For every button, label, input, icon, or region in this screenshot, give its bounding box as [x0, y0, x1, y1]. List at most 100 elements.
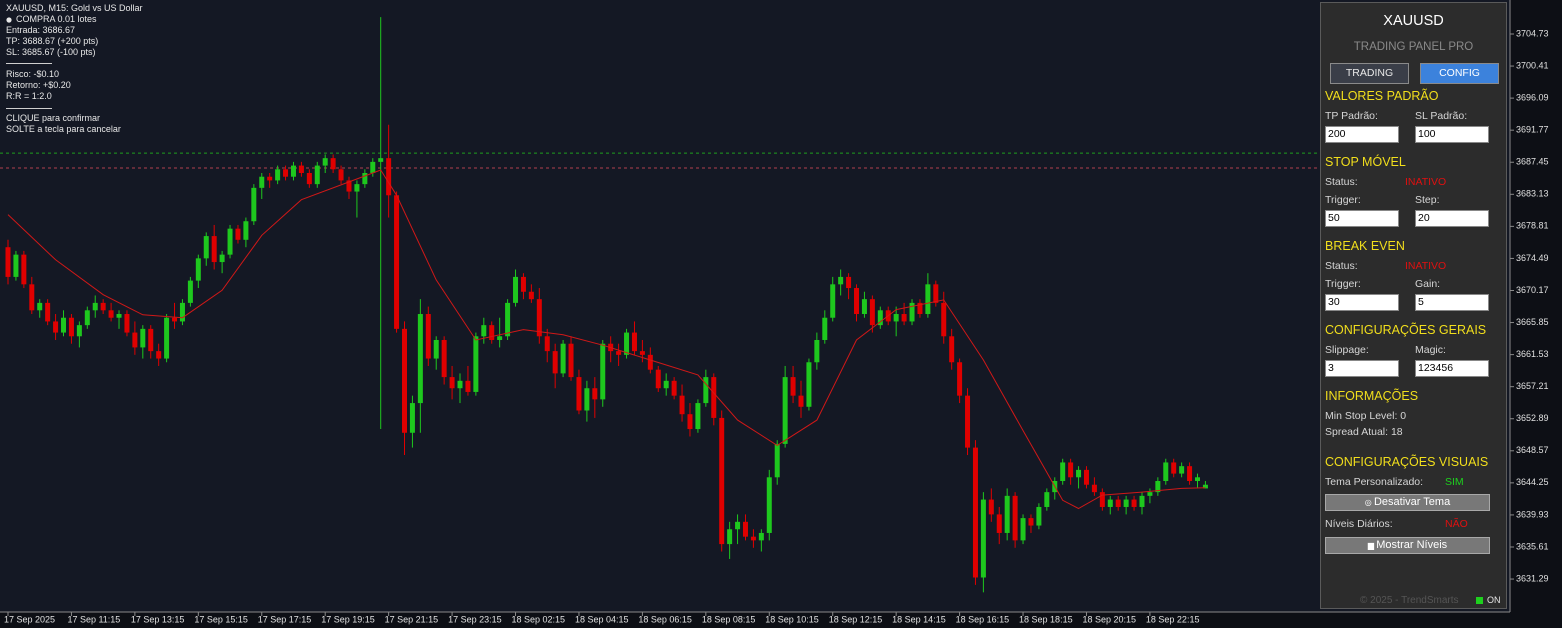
- candle-body: [346, 180, 352, 192]
- input[interactable]: 3: [1325, 360, 1399, 377]
- candle-body: [219, 254, 225, 263]
- candle-body: [227, 228, 233, 255]
- candle-body: [782, 377, 788, 444]
- candle-body: [473, 336, 479, 392]
- candle-body: [283, 169, 289, 177]
- candle-body: [481, 325, 487, 337]
- field-label: Tema Personalizado:: [1325, 476, 1424, 488]
- candle-body: [314, 165, 320, 185]
- section-heading: BREAK EVEN: [1325, 239, 1405, 253]
- input[interactable]: 200: [1325, 126, 1399, 143]
- candle-body: [687, 414, 693, 430]
- candle-body: [505, 302, 511, 337]
- info-line: Spread Atual: 18: [1325, 426, 1403, 438]
- status-value: INATIVO: [1405, 176, 1447, 188]
- candle-body: [925, 284, 931, 315]
- candle-body: [290, 165, 296, 177]
- candle-body: [877, 310, 883, 326]
- section-heading: INFORMAÇÕES: [1325, 389, 1419, 403]
- y-tick-label: 3700.41: [1516, 60, 1549, 70]
- candle-body: [378, 158, 384, 162]
- candle-body: [211, 236, 217, 263]
- time-axis: [0, 612, 1510, 628]
- button-label: Desativar Tema: [1373, 496, 1451, 508]
- candle-body: [330, 158, 336, 170]
- input[interactable]: 100: [1415, 126, 1489, 143]
- candle-body: [1155, 481, 1161, 493]
- separator: [6, 63, 52, 64]
- candle-body: [822, 317, 828, 340]
- panel-title: XAUUSD: [1383, 13, 1444, 29]
- candle-body: [703, 377, 709, 404]
- candle-body: [647, 354, 653, 370]
- field-label: Magic:: [1415, 344, 1446, 356]
- candle-body: [116, 314, 122, 318]
- candle-body: [949, 336, 955, 363]
- candle-body: [1076, 469, 1082, 478]
- candle-body: [1004, 495, 1010, 533]
- input[interactable]: 5: [1415, 294, 1489, 311]
- status-value: NÃO: [1445, 518, 1468, 530]
- x-tick-label: 18 Sep 08:15: [702, 614, 756, 624]
- status-value: INATIVO: [1405, 260, 1447, 272]
- candle-body: [489, 325, 495, 340]
- input[interactable]: 123456: [1415, 360, 1489, 377]
- candle-body: [148, 328, 154, 352]
- input[interactable]: 50: [1325, 210, 1399, 227]
- section-heading: CONFIGURAÇÕES GERAIS: [1325, 323, 1487, 337]
- candle-body: [520, 276, 526, 292]
- input[interactable]: 30: [1325, 294, 1399, 311]
- candle-body: [980, 499, 986, 578]
- tab[interactable]: CONFIG: [1420, 63, 1499, 84]
- candle-body: [449, 377, 455, 389]
- tab[interactable]: TRADING: [1330, 63, 1409, 84]
- status-value: SIM: [1445, 476, 1464, 488]
- y-tick-label: 3639.93: [1516, 509, 1549, 519]
- y-tick-label: 3652.89: [1516, 413, 1549, 423]
- section-heading: CONFIGURAÇÕES VISUAIS: [1325, 455, 1489, 469]
- candle-body: [409, 403, 415, 433]
- candle-body: [1068, 462, 1074, 478]
- candle-body: [5, 247, 11, 277]
- candle-body: [267, 176, 273, 181]
- field-label: Gain:: [1415, 278, 1441, 290]
- candle-body: [869, 299, 875, 326]
- candle-body: [354, 184, 360, 192]
- candle-body: [600, 343, 606, 400]
- candle-body: [568, 343, 574, 378]
- candle-body: [1179, 466, 1185, 474]
- candle-body: [45, 302, 51, 322]
- order-line: Risco: -$0.10: [6, 69, 60, 79]
- order-dot: [6, 17, 12, 23]
- y-tick-label: 3631.29: [1516, 573, 1549, 583]
- candle-body: [370, 161, 376, 174]
- candle-body: [854, 288, 860, 315]
- candle-body: [758, 532, 764, 541]
- candle-body: [140, 328, 146, 348]
- input[interactable]: 20: [1415, 210, 1489, 227]
- candle-body: [92, 302, 98, 311]
- candle-body: [861, 299, 867, 315]
- candle-body: [742, 521, 748, 537]
- candle-body: [179, 302, 185, 322]
- candle-body: [679, 395, 685, 415]
- field-label: Trigger:: [1325, 278, 1361, 290]
- separator: [6, 108, 52, 109]
- section-heading: VALORES PADRÃO: [1325, 89, 1439, 103]
- candle-body: [1163, 462, 1169, 482]
- candle-body: [1171, 462, 1177, 474]
- order-line: SOLTE a tecla para cancelar: [6, 124, 121, 134]
- candle-body: [425, 314, 431, 359]
- candle-body: [830, 284, 836, 318]
- candle-body: [1107, 499, 1113, 507]
- status-indicator: [1476, 597, 1483, 604]
- candle-body: [172, 317, 178, 322]
- theme-button[interactable]: ◎ Desativar Tema: [1325, 494, 1490, 511]
- candle-body: [1115, 499, 1121, 507]
- candle-body: [497, 336, 503, 340]
- field-label: TP Padrão:: [1325, 110, 1378, 122]
- candle-body: [909, 302, 915, 322]
- levels-button[interactable]: ▆ Mostrar Níveis: [1325, 537, 1490, 554]
- x-tick-label: 18 Sep 06:15: [638, 614, 692, 624]
